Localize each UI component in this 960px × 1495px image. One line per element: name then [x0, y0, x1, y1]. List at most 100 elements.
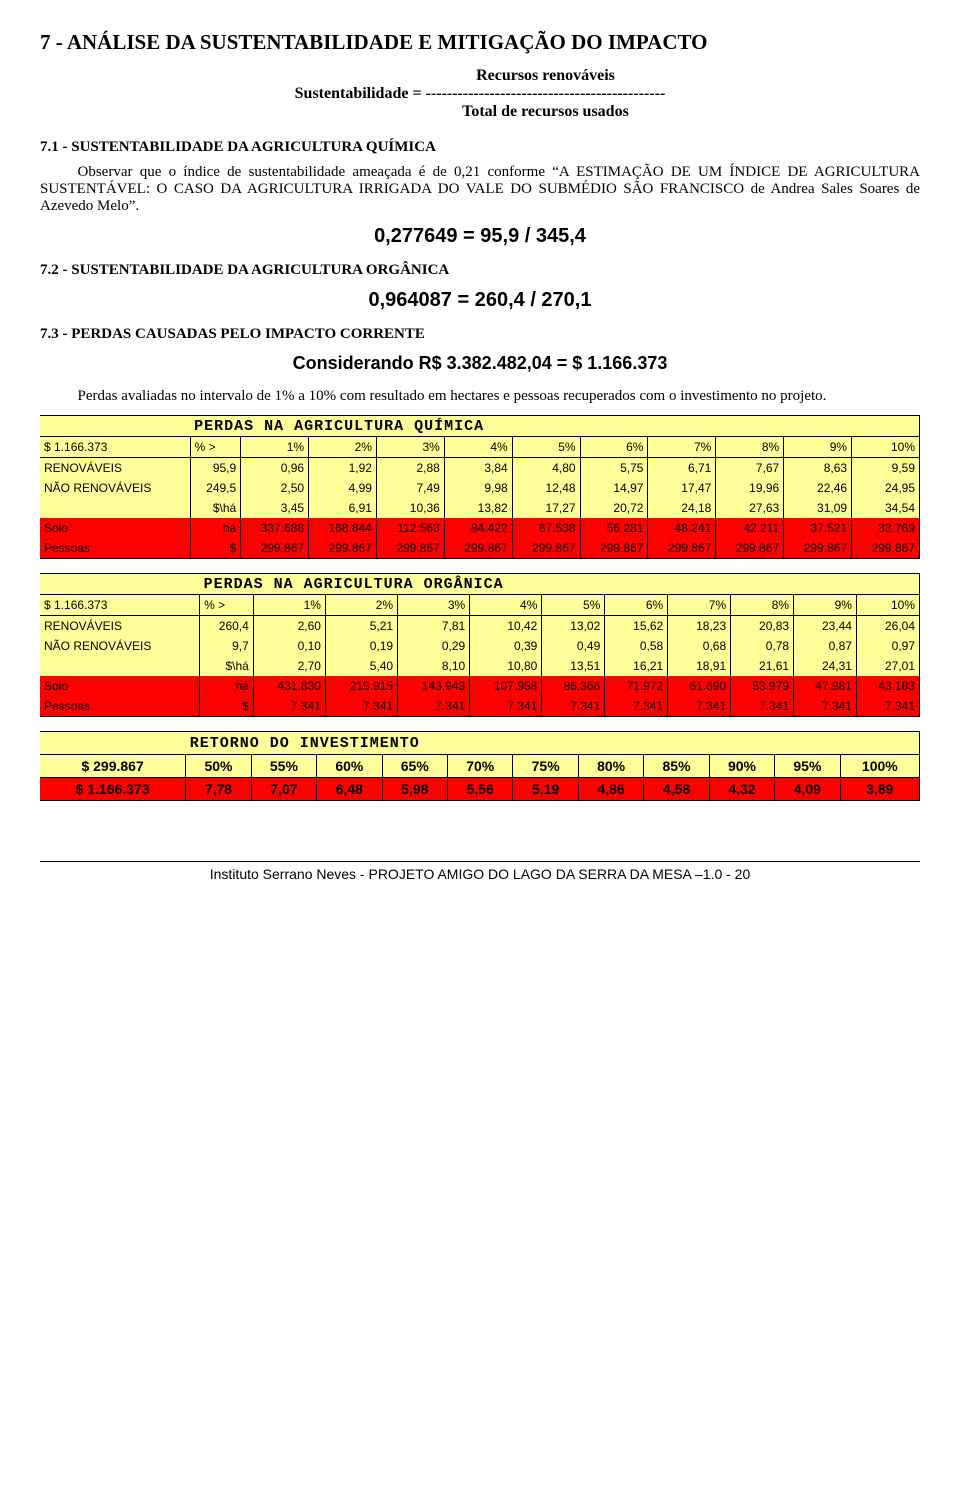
table-row: 2% [325, 595, 397, 616]
table-row: 0,10 [253, 636, 325, 656]
table-row: 4,99 [309, 478, 377, 498]
table-row: 431.830 [253, 676, 325, 696]
table-row: 7.341 [856, 696, 919, 717]
table-row: 143.943 [398, 676, 470, 696]
table-row: 0,97 [856, 636, 919, 656]
table-row: 7.341 [794, 696, 857, 717]
table-row: 48.241 [648, 518, 716, 538]
table-row: há [190, 518, 241, 538]
table-row: 6,71 [648, 458, 716, 479]
table-row: 86.366 [542, 676, 605, 696]
equation-bottom: Total de recursos usados [462, 103, 629, 120]
table-row: 2,60 [253, 616, 325, 637]
table-row: 18,23 [668, 616, 731, 637]
table-row: 7.341 [542, 696, 605, 717]
table-row: 9,7 [200, 636, 254, 656]
section-72-calc: 0,964087 = 260,4 / 270,1 [40, 289, 920, 312]
table-row [40, 656, 200, 676]
table-row: 337.688 [241, 518, 309, 538]
equation-sep: ----------------------------------------… [426, 85, 666, 102]
table-row: 4,09 [775, 778, 840, 801]
table-quimica: PERDAS NA AGRICULTURA QUÍMICA $ 1.166.37… [40, 415, 920, 559]
table-row: Pessoas [40, 696, 200, 717]
table-row: 75% [513, 755, 578, 778]
table-row: 2,70 [253, 656, 325, 676]
table-row [40, 732, 186, 755]
section-72-head: 7.2 - SUSTENTABILIDADE DA AGRICULTURA OR… [40, 262, 920, 279]
table-row: 260,4 [200, 616, 254, 637]
table-row: % > [190, 437, 241, 458]
section-73-head: 7.3 - PERDAS CAUSADAS PELO IMPACTO CORRE… [40, 326, 920, 343]
table-row: 7,67 [716, 458, 784, 479]
table-row: 10,42 [470, 616, 542, 637]
table-row: 299.867 [580, 538, 648, 559]
table-row: 3% [398, 595, 470, 616]
table-row: 0,29 [398, 636, 470, 656]
table-row [40, 416, 190, 437]
table-row: 6% [605, 595, 668, 616]
table-row: 0,49 [542, 636, 605, 656]
table-row: 249,5 [190, 478, 241, 498]
table-row: 7.341 [668, 696, 731, 717]
table-row: 33.769 [852, 518, 920, 538]
table-row: 85% [644, 755, 709, 778]
table-row: 8% [731, 595, 794, 616]
table-row: 15,62 [605, 616, 668, 637]
footer-text: Instituto Serrano Neves - PROJETO AMIGO … [210, 866, 751, 882]
table-row [40, 574, 200, 595]
table-row: $ [200, 696, 254, 717]
table-row: 107.958 [470, 676, 542, 696]
table-row [40, 498, 190, 518]
table-row: 299.867 [241, 538, 309, 559]
table-row: 3,84 [444, 458, 512, 479]
table-row: 71.972 [605, 676, 668, 696]
table-row: 5,56 [448, 778, 513, 801]
table-row: 27,63 [716, 498, 784, 518]
table-row: 19,96 [716, 478, 784, 498]
table-row: 1% [253, 595, 325, 616]
table-row: 0,58 [605, 636, 668, 656]
table-row: 299.867 [444, 538, 512, 559]
table-row: $ 1.166.373 [40, 437, 190, 458]
table-row: 5% [542, 595, 605, 616]
table-title: PERDAS NA AGRICULTURA QUÍMICA [190, 416, 919, 437]
table-row: $ 1.166.373 [40, 778, 186, 801]
table-row: 31,09 [784, 498, 852, 518]
table-row: Solo [40, 676, 200, 696]
table-row: 80% [578, 755, 643, 778]
table-row: 0,96 [241, 458, 309, 479]
table-row: 5% [512, 437, 580, 458]
table-row: 50% [186, 755, 251, 778]
table-row: 24,95 [852, 478, 920, 498]
table-row: 37.521 [784, 518, 852, 538]
section-71-body: Observar que o índice de sustentabilidad… [40, 164, 920, 215]
table-row: 7.341 [325, 696, 397, 717]
table-row: 4,32 [709, 778, 774, 801]
table-row: 84.422 [444, 518, 512, 538]
table-row: 7.341 [470, 696, 542, 717]
table-row: 7,49 [376, 478, 444, 498]
table-row: 5,75 [580, 458, 648, 479]
table-row: 112.563 [376, 518, 444, 538]
table-row: 299.867 [784, 538, 852, 559]
table-row: 0,19 [325, 636, 397, 656]
table-row: 16,21 [605, 656, 668, 676]
table-row: 17,27 [512, 498, 580, 518]
table-row: 70% [448, 755, 513, 778]
table-row: $ 1.166.373 [40, 595, 200, 616]
table-row: 12,48 [512, 478, 580, 498]
table-row: 100% [840, 755, 919, 778]
table-row: 20,83 [731, 616, 794, 637]
table-row: 0,68 [668, 636, 731, 656]
table-row: Pessoas [40, 538, 190, 559]
table-row: 90% [709, 755, 774, 778]
table-row: 2,88 [376, 458, 444, 479]
table-row: 5,21 [325, 616, 397, 637]
table-row: 20,72 [580, 498, 648, 518]
equation-lhs: Sustentabilidade = [295, 85, 422, 103]
table-row: 53.979 [731, 676, 794, 696]
page-title: 7 - ANÁLISE DA SUSTENTABILIDADE E MITIGA… [40, 30, 920, 55]
table-row: 65% [382, 755, 447, 778]
table-row: 215.915 [325, 676, 397, 696]
table-row: 7.341 [398, 696, 470, 717]
